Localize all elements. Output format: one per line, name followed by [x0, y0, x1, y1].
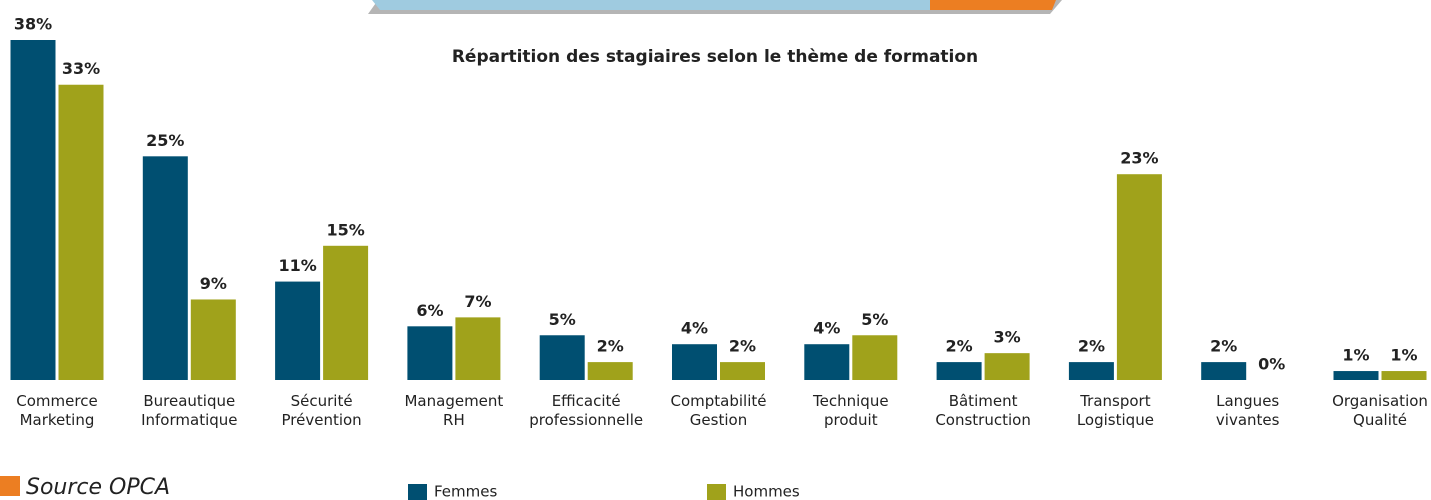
source-icon — [0, 476, 20, 496]
value-label: 9% — [200, 274, 227, 293]
bar — [936, 362, 982, 380]
bar — [407, 326, 453, 380]
legend-label: Femmes — [434, 483, 497, 500]
value-label: 23% — [1120, 149, 1158, 168]
bar — [323, 245, 369, 380]
value-label: 2% — [729, 337, 756, 356]
bar — [275, 281, 321, 380]
chart-title: Répartition des stagiaires selon le thèm… — [452, 47, 978, 67]
value-label: 5% — [861, 310, 888, 329]
value-label: 1% — [1390, 346, 1417, 365]
x-tick-label: Langues vivantes — [1215, 392, 1280, 429]
value-label: 25% — [146, 131, 184, 150]
value-label: 38% — [14, 15, 52, 34]
bar — [852, 335, 898, 380]
bar — [1201, 362, 1247, 380]
value-label: 2% — [1210, 337, 1237, 356]
value-label: 6% — [416, 301, 443, 320]
x-tick-label: Organisation Qualité — [1332, 392, 1428, 429]
bar — [1116, 174, 1162, 380]
x-tick-label: Technique produit — [813, 392, 889, 429]
value-label: 2% — [946, 337, 973, 356]
legend-label: Hommes — [733, 483, 800, 500]
value-label: 4% — [813, 319, 840, 338]
value-label: 4% — [681, 319, 708, 338]
bar — [142, 156, 188, 380]
bar — [1068, 362, 1114, 380]
bar — [455, 317, 501, 380]
bar — [190, 299, 236, 380]
x-tick-label: Transport Logistique — [1076, 392, 1154, 429]
x-tick-label: Commerce Marketing — [16, 392, 98, 429]
value-label: 0% — [1258, 355, 1285, 374]
bar — [672, 344, 717, 380]
bar — [984, 353, 1030, 380]
legend-swatch — [707, 484, 726, 500]
bar — [587, 362, 633, 380]
bar — [720, 362, 765, 380]
value-label: 7% — [464, 292, 491, 311]
x-tick-label: Bâtiment Construction — [935, 392, 1031, 429]
bar — [1381, 371, 1427, 380]
bar — [1333, 371, 1379, 380]
legend-swatch — [408, 484, 427, 500]
value-label: 33% — [62, 59, 100, 78]
value-label: 3% — [994, 328, 1021, 347]
banner — [372, 0, 930, 10]
value-label: 1% — [1342, 346, 1369, 365]
x-tick-label: Sécurité Prévention — [281, 392, 362, 429]
x-tick-label: Comptabilité Gestion — [670, 392, 767, 429]
x-tick-label: Bureautique Informatique — [141, 392, 238, 429]
value-label: 11% — [278, 256, 316, 275]
x-tick-label: Management RH — [404, 392, 504, 429]
bar — [804, 344, 850, 380]
bar — [58, 84, 104, 380]
bar — [539, 335, 585, 380]
value-label: 15% — [326, 220, 364, 239]
value-label: 2% — [1078, 337, 1105, 356]
banner-accent — [930, 0, 1056, 10]
value-label: 2% — [597, 337, 624, 356]
x-tick-label: Efficacité professionnelle — [529, 392, 644, 429]
bar — [10, 40, 56, 380]
value-label: 5% — [549, 310, 576, 329]
source: Source OPCA — [26, 475, 170, 500]
